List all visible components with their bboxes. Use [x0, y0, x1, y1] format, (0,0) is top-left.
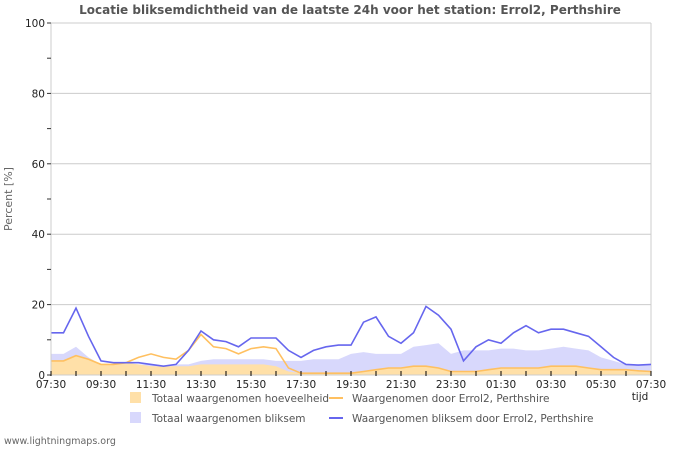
legend-item: Waargenomen door Errol2, Perthshire: [329, 393, 549, 405]
x-tick-label: 13:30: [186, 379, 216, 391]
legend-item: Totaal waargenomen hoeveelheid: [130, 392, 329, 405]
legend-swatch-box: [130, 392, 141, 403]
x-tick-label: 05:30: [586, 379, 616, 391]
x-tick-label: 17:30: [286, 379, 316, 391]
footer-credit: www.lightningmaps.org: [4, 436, 116, 447]
legend-swatch-box: [130, 412, 141, 423]
legend: Totaal waargenomen hoeveelheid Waargenome…: [130, 392, 594, 425]
legend-label: Waargenomen bliksem door Errol2, Perthsh…: [352, 413, 594, 425]
y-tick-label: 60: [32, 159, 45, 171]
x-axis-label: tijd: [632, 391, 649, 403]
chart-title: Locatie bliksemdichtheid van de laatste …: [79, 3, 621, 17]
y-tick-label: 80: [32, 88, 45, 100]
legend-label: Waargenomen door Errol2, Perthshire: [352, 393, 549, 405]
x-tick-label: 07:30: [36, 379, 66, 391]
x-tick-label: 09:30: [86, 379, 116, 391]
line-series-path: [51, 305, 652, 368]
y-tick-label: 20: [32, 300, 45, 312]
y-tick-label: 0: [38, 370, 45, 382]
x-tick-label: 15:30: [236, 379, 266, 391]
x-tick-label: 01:30: [486, 379, 516, 391]
y-axis-label: Percent [%]: [2, 167, 15, 231]
x-tick-label: 23:30: [436, 379, 466, 391]
x-tick-label: 03:30: [536, 379, 566, 391]
legend-item: Waargenomen bliksem door Errol2, Perthsh…: [329, 413, 594, 425]
x-tick-label: 11:30: [136, 379, 166, 391]
y-tick-label: 40: [32, 229, 45, 241]
legend-label: Totaal waargenomen bliksem: [151, 413, 306, 425]
area-series-path: [51, 355, 651, 375]
x-tick-label: 21:30: [386, 379, 416, 391]
legend-item: Totaal waargenomen bliksem: [130, 412, 306, 425]
gridlines: [51, 22, 652, 375]
area-series: [51, 343, 651, 375]
legend-label: Totaal waargenomen hoeveelheid: [151, 393, 329, 405]
y-tick-label: 100: [25, 18, 45, 30]
x-tick-label: 19:30: [336, 379, 366, 391]
x-tick-label: 07:30: [636, 379, 666, 391]
axes: 0 20 40 60 80 100 07:30 09:30 11:30 13:30 15:30 17:…: [25, 18, 666, 391]
